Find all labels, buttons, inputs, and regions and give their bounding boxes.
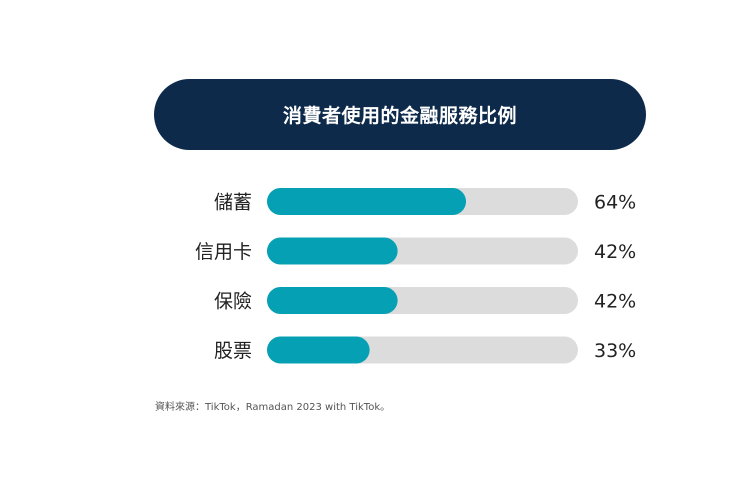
source-note: 資料來源：TikTok，Ramadan 2023 with TikTok。 [155,402,391,413]
category-label: 儲蓄 [214,192,252,214]
value-label: 33% [594,340,636,362]
chart-title: 消費者使用的金融服務比例 [282,105,517,127]
bar [267,336,370,364]
category-label: 保險 [214,291,252,313]
category-label: 股票 [214,340,252,362]
value-label: 64% [594,192,636,214]
bar [267,237,398,265]
value-label: 42% [594,241,636,263]
bar [267,188,467,215]
chart-title-banner: 消費者使用的金融服務比例 [154,79,646,150]
category-label: 信用卡 [195,241,252,263]
value-label: 42% [594,291,636,313]
bar [267,287,398,314]
